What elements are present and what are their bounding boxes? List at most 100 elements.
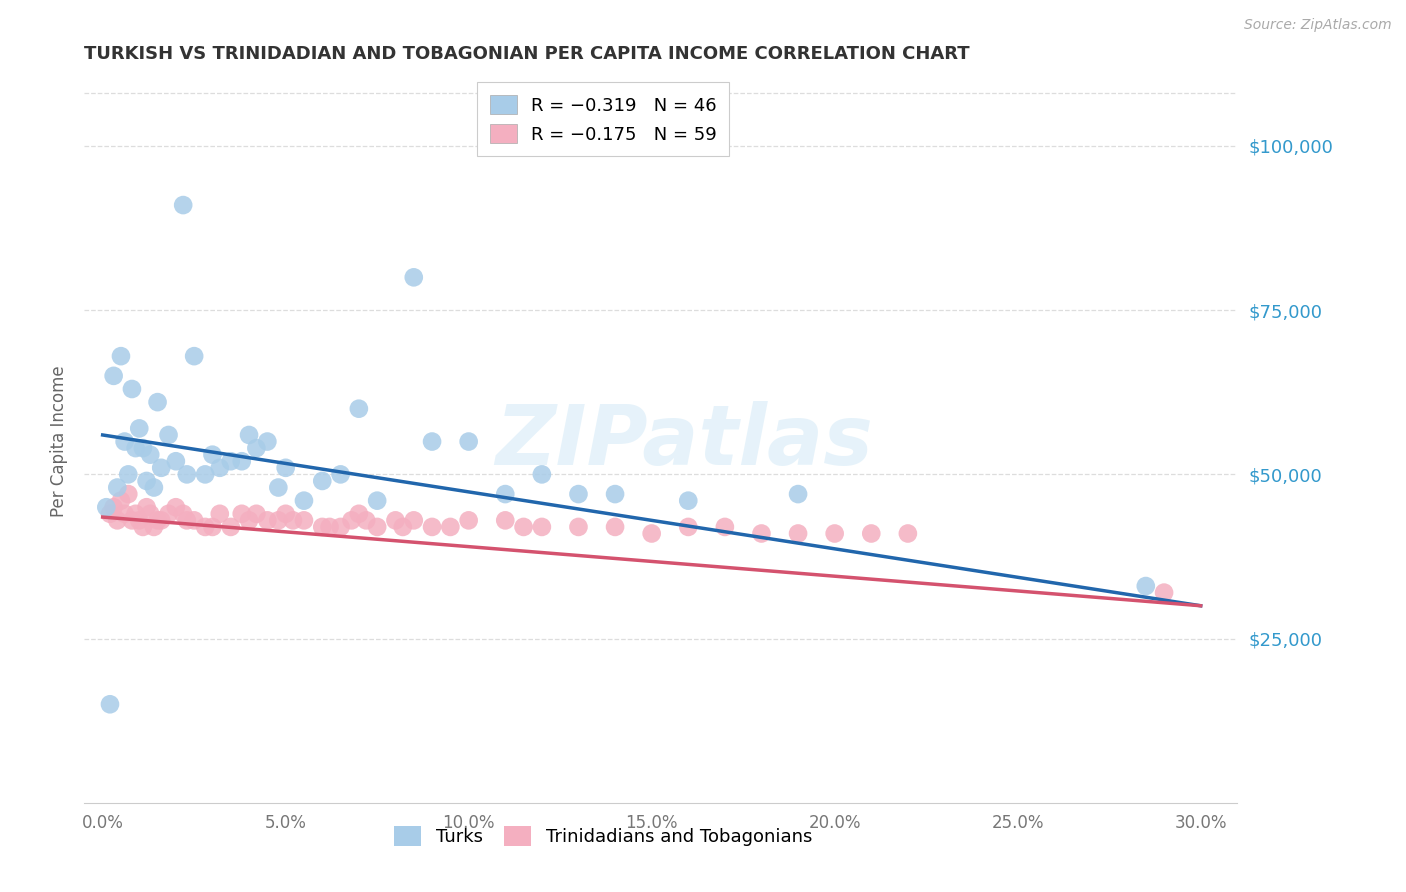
Point (238, 513, 260, 527)
Point (494, 487, 516, 501)
Point (176, 513, 198, 527)
Text: TURKISH VS TRINIDADIAN AND TOBAGONIAN PER CAPITA INCOME CORRELATION CHART: TURKISH VS TRINIDADIAN AND TOBAGONIAN PE… (84, 45, 970, 63)
Point (384, 513, 406, 527)
Point (311, 474, 333, 488)
Point (281, 513, 304, 527)
Point (201, 520, 224, 534)
Point (603, 487, 626, 501)
Point (98, 507, 121, 521)
Point (567, 520, 589, 534)
Point (267, 481, 290, 495)
Point (135, 474, 157, 488)
Point (347, 507, 370, 521)
Legend: Turks, Trinidadians and Tobagonians: Turks, Trinidadians and Tobagonians (385, 817, 821, 855)
Point (128, 421, 150, 435)
Point (274, 460, 297, 475)
Point (824, 526, 846, 541)
Point (678, 520, 700, 534)
Point (354, 513, 377, 527)
Point (139, 507, 162, 521)
Point (274, 507, 297, 521)
Point (787, 526, 810, 541)
Point (640, 526, 662, 541)
Point (117, 467, 139, 482)
Point (105, 513, 128, 527)
Point (402, 270, 425, 285)
Point (165, 500, 187, 515)
Point (124, 441, 146, 455)
Point (231, 454, 253, 468)
Point (165, 454, 187, 468)
Point (751, 526, 773, 541)
Point (103, 500, 125, 515)
Point (132, 441, 155, 455)
Point (208, 507, 231, 521)
Point (256, 513, 278, 527)
Point (157, 507, 180, 521)
Point (146, 395, 169, 409)
Point (114, 434, 136, 449)
Point (245, 441, 267, 455)
Point (245, 507, 267, 521)
Point (439, 520, 461, 534)
Point (603, 520, 626, 534)
Point (105, 481, 128, 495)
Point (146, 513, 169, 527)
Point (311, 520, 333, 534)
Point (98, 698, 121, 712)
Point (860, 526, 883, 541)
Point (678, 493, 700, 508)
Point (219, 454, 242, 468)
Point (194, 520, 217, 534)
Point (110, 493, 132, 508)
Point (318, 520, 340, 534)
Point (231, 507, 253, 521)
Point (494, 513, 516, 527)
Point (402, 513, 425, 527)
Point (420, 434, 443, 449)
Point (219, 520, 242, 534)
Point (183, 513, 205, 527)
Point (135, 500, 157, 515)
Point (103, 368, 125, 383)
Point (1153, 585, 1175, 599)
Point (172, 507, 194, 521)
Point (267, 513, 290, 527)
Point (142, 520, 165, 534)
Point (512, 520, 534, 534)
Point (157, 428, 180, 442)
Y-axis label: Per Capita Income: Per Capita Income (51, 366, 69, 517)
Point (194, 467, 217, 482)
Point (530, 467, 553, 482)
Point (132, 520, 155, 534)
Point (457, 513, 479, 527)
Point (176, 467, 198, 482)
Point (329, 520, 352, 534)
Point (787, 487, 810, 501)
Point (530, 520, 553, 534)
Point (347, 401, 370, 416)
Point (457, 434, 479, 449)
Text: Source: ZipAtlas.com: Source: ZipAtlas.com (1244, 18, 1392, 32)
Point (117, 487, 139, 501)
Point (897, 526, 920, 541)
Point (567, 487, 589, 501)
Point (292, 513, 315, 527)
Point (238, 428, 260, 442)
Point (114, 507, 136, 521)
Point (329, 467, 352, 482)
Point (366, 493, 388, 508)
Point (142, 481, 165, 495)
Point (110, 349, 132, 363)
Point (150, 460, 173, 475)
Point (201, 448, 224, 462)
Point (183, 349, 205, 363)
Point (139, 448, 162, 462)
Point (208, 460, 231, 475)
Point (172, 198, 194, 212)
Point (256, 434, 278, 449)
Point (340, 513, 363, 527)
Point (420, 520, 443, 534)
Point (121, 382, 143, 396)
Point (714, 520, 737, 534)
